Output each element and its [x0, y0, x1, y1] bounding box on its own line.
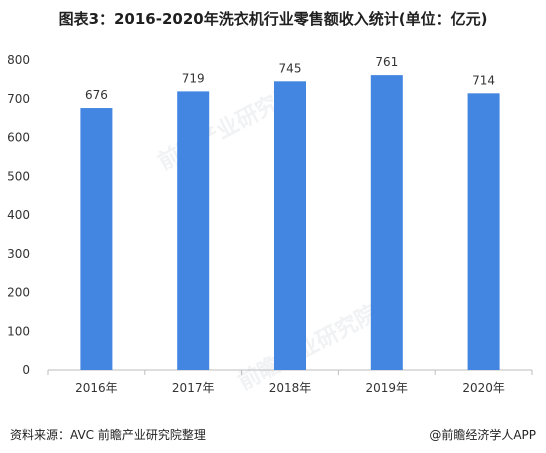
bar-2016年: [80, 108, 113, 371]
y-tick-label: 800: [7, 53, 30, 67]
x-tick-label: 2020年: [462, 381, 505, 395]
y-tick-label: 100: [7, 324, 30, 338]
bar-2018年: [274, 81, 306, 370]
y-tick-label: 400: [7, 208, 30, 222]
data-label: 676: [85, 88, 108, 102]
chart-title: 图表3：2016-2020年洗衣机行业零售额收入统计(单位：亿元): [58, 10, 488, 28]
source-note: 资料来源：AVC 前瞻产业研究院整理: [10, 428, 206, 442]
data-label: 745: [279, 61, 302, 75]
y-tick-label: 600: [7, 131, 30, 145]
bar-2017年: [177, 91, 210, 370]
brand-credit: @前瞻经济学人APP: [429, 428, 536, 442]
x-tick-label: 2017年: [172, 381, 215, 395]
x-tick-label: 2018年: [269, 381, 312, 395]
x-tick-label: 2016年: [75, 381, 118, 395]
y-tick-label: 0: [22, 363, 30, 377]
bar-2019年: [370, 75, 403, 371]
x-tick-label: 2019年: [366, 381, 409, 395]
bar-2020年: [467, 93, 500, 370]
y-tick-label: 700: [7, 92, 30, 106]
data-label: 761: [375, 55, 398, 69]
data-label: 719: [182, 71, 205, 85]
y-tick-label: 200: [7, 286, 30, 300]
y-tick-label: 300: [7, 247, 30, 261]
data-label: 714: [472, 73, 495, 87]
y-tick-label: 500: [7, 169, 30, 183]
